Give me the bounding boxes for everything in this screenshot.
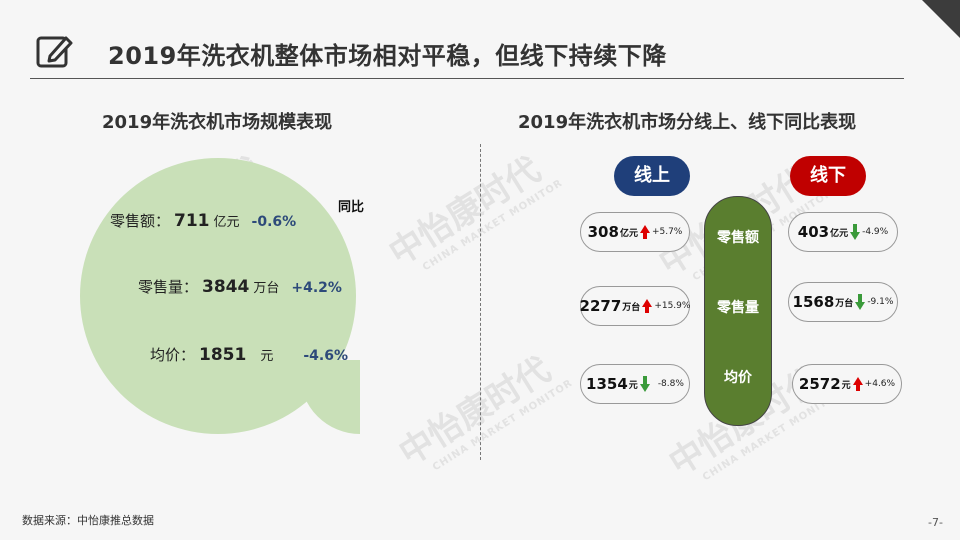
row-change: +4.2% (291, 280, 342, 296)
offline-retail-sales-card: 403 亿元 -4.9% (788, 212, 898, 252)
metric-retail-volume: 零售量 (717, 300, 759, 316)
yoy-label: 同比 (338, 200, 365, 215)
row-change: -0.6% (251, 214, 297, 230)
online-retail-sales-card: 308 亿元 +5.7% (580, 212, 690, 252)
card-value: 308 (587, 223, 619, 241)
online-avg-price-card: 1354 元 -8.8% (580, 364, 690, 404)
row-label: 均价： (150, 346, 196, 364)
card-unit: 亿元 (830, 228, 849, 239)
up-arrow-icon (852, 377, 863, 391)
down-arrow-icon (639, 376, 650, 392)
card-change: +15.9% (654, 301, 691, 311)
avg-price-row: 均价： 1851 元 -4.6% (150, 344, 348, 365)
row-change: -4.6% (303, 348, 348, 364)
card-unit: 万台 (622, 302, 641, 313)
online-retail-volume-card: 2277 万台 +15.9% (580, 286, 690, 326)
row-unit: 元 (260, 349, 274, 364)
card-value: 403 (797, 223, 830, 241)
corner-decoration (922, 0, 960, 38)
row-label: 零售额： (110, 212, 171, 230)
card-change: -9.1% (867, 297, 894, 307)
card-unit: 元 (841, 380, 851, 391)
card-value: 1568 (792, 293, 835, 311)
row-value: 3844 (202, 277, 250, 297)
row-value: 1851 (199, 345, 247, 365)
row-label: 零售量： (138, 278, 199, 296)
card-value: 2277 (579, 297, 622, 315)
retail-sales-row: 零售额： 711 亿元 -0.6% (110, 210, 296, 231)
metric-spine: 零售额 零售量 均价 (704, 196, 772, 426)
left-section-title: 2019年洗衣机市场规模表现 (102, 112, 333, 133)
offline-retail-volume-card: 1568 万台 -9.1% (788, 282, 898, 322)
online-label: 线上 (614, 156, 690, 196)
card-change: -8.8% (657, 379, 684, 389)
row-unit: 万台 (253, 281, 280, 296)
card-change: +4.6% (864, 379, 896, 389)
bubble-tail (300, 360, 360, 434)
card-unit: 元 (628, 380, 638, 391)
card-change: +5.7% (651, 227, 683, 237)
card-unit: 万台 (835, 298, 854, 309)
data-source: 数据来源：中怡康推总数据 (22, 514, 154, 527)
offline-label: 线下 (790, 156, 866, 196)
page-number: -7- (928, 516, 943, 529)
retail-volume-row: 零售量： 3844 万台 +4.2% (138, 276, 342, 297)
offline-avg-price-card: 2572 元 +4.6% (792, 364, 902, 404)
down-arrow-icon (855, 294, 866, 310)
row-unit: 亿元 (213, 215, 240, 230)
card-unit: 亿元 (619, 228, 638, 239)
card-change: -4.9% (862, 227, 889, 237)
metric-avg-price: 均价 (724, 370, 752, 386)
down-arrow-icon (850, 224, 861, 240)
card-value: 1354 (586, 375, 628, 393)
row-value: 711 (174, 211, 210, 231)
up-arrow-icon (639, 225, 650, 239)
card-value: 2572 (798, 375, 841, 393)
section-divider (480, 144, 481, 460)
title-divider (30, 78, 904, 79)
metric-retail-sales: 零售额 (717, 230, 759, 246)
right-section-title: 2019年洗衣机市场分线上、线下同比表现 (518, 112, 857, 133)
edit-note-icon (36, 36, 73, 68)
up-arrow-icon (642, 299, 653, 313)
page-title: 2019年洗衣机整体市场相对平稳，但线下持续下降 (108, 42, 667, 70)
